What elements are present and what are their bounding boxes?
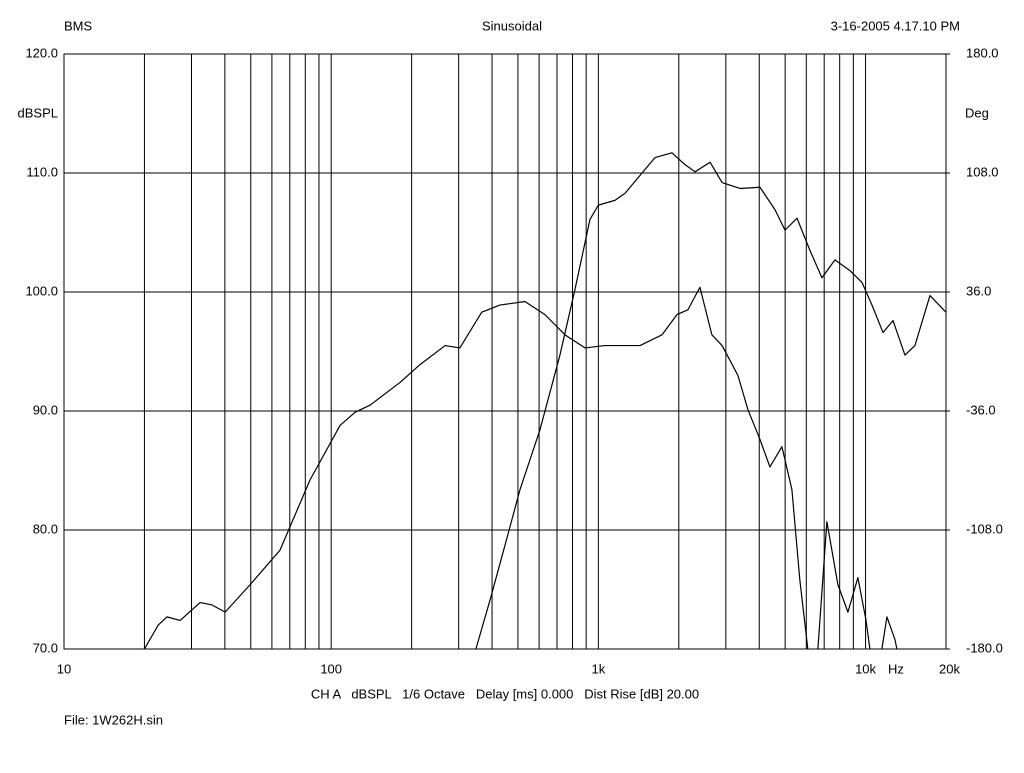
y2-tick-label: -180.0 bbox=[966, 640, 1003, 655]
header-title: Sinusoidal bbox=[482, 18, 542, 33]
settings-line: CH A dBSPL 1/6 Octave Delay [ms] 0.000 D… bbox=[311, 686, 699, 701]
y2-tick-label: -36.0 bbox=[966, 402, 996, 417]
x-tick-label: 1k bbox=[592, 661, 606, 676]
x-tick-label: 100 bbox=[320, 661, 342, 676]
x-tick-label: 10k bbox=[855, 661, 876, 676]
y2-tick-label: 36.0 bbox=[966, 283, 991, 298]
y-tick-label: 110.0 bbox=[26, 164, 58, 179]
header-timestamp: 3-16-2005 4.17.10 PM bbox=[831, 18, 960, 33]
y-axis-label: dBSPL bbox=[18, 105, 58, 120]
response-curve bbox=[475, 152, 946, 649]
x-tick-label: 10 bbox=[57, 661, 71, 676]
y-tick-label: 100.0 bbox=[25, 283, 58, 298]
y-tick-label: 80.0 bbox=[33, 521, 58, 536]
x-axis-label: Hz bbox=[888, 661, 904, 676]
plot-lines bbox=[143, 152, 946, 649]
plot-frame bbox=[63, 53, 947, 650]
header-left: BMS bbox=[64, 18, 93, 33]
y2-tick-label: 180.0 bbox=[966, 45, 999, 60]
y2-tick-label: 108.0 bbox=[966, 164, 999, 179]
file-name: File: 1W262H.sin bbox=[64, 712, 163, 727]
response-curve bbox=[143, 286, 898, 649]
y-tick-label: 70.0 bbox=[33, 640, 58, 655]
y2-axis-label: Deg bbox=[965, 105, 989, 120]
y2-tick-label: -108.0 bbox=[966, 521, 1003, 536]
y-tick-label: 90.0 bbox=[33, 402, 58, 417]
x-tick-label: 20k bbox=[939, 661, 960, 676]
y-tick-label: 120.0 bbox=[25, 45, 58, 60]
